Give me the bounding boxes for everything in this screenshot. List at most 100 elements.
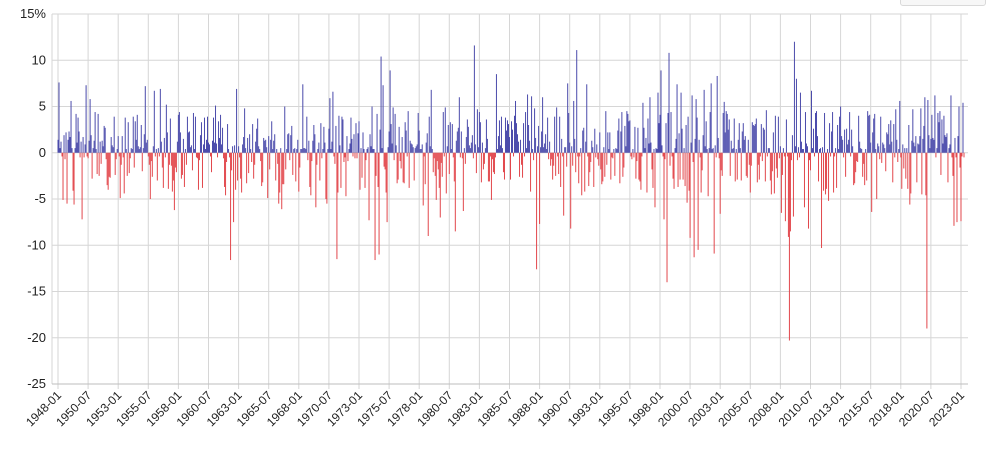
negative-bar xyxy=(434,152,436,176)
negative-bar xyxy=(566,152,568,167)
positive-bar xyxy=(102,146,104,153)
positive-bar xyxy=(417,112,419,153)
negative-bar xyxy=(551,152,553,160)
positive-bar xyxy=(387,147,389,153)
positive-bar xyxy=(294,148,296,153)
positive-bar xyxy=(194,116,196,153)
negative-bar xyxy=(352,152,354,157)
negative-bar xyxy=(692,152,694,162)
positive-bar xyxy=(882,142,884,153)
negative-bar xyxy=(635,152,637,179)
negative-bar xyxy=(170,152,172,166)
positive-bar xyxy=(270,139,272,153)
negative-bar xyxy=(502,152,504,173)
positive-bar xyxy=(542,97,544,153)
positive-bar xyxy=(629,120,631,153)
positive-bar xyxy=(296,149,298,153)
corner-control-edge[interactable] xyxy=(900,0,986,6)
positive-bar xyxy=(920,108,922,153)
negative-bar xyxy=(951,152,953,158)
positive-bar xyxy=(726,113,728,153)
positive-bar xyxy=(531,96,533,153)
negative-bar xyxy=(195,152,197,158)
positive-bar xyxy=(703,89,705,153)
positive-bar xyxy=(712,148,714,153)
negative-bar xyxy=(106,152,108,186)
positive-bar xyxy=(751,122,753,153)
positive-bar xyxy=(714,145,716,153)
negative-bar xyxy=(96,152,98,175)
negative-bar xyxy=(828,152,830,201)
negative-bar xyxy=(780,152,782,213)
positive-bar xyxy=(861,149,863,153)
positive-bar xyxy=(409,140,411,153)
positive-bar xyxy=(592,147,594,153)
negative-bar xyxy=(666,152,668,283)
negative-bar xyxy=(697,152,699,250)
positive-bar xyxy=(467,126,469,153)
positive-bar xyxy=(428,116,430,153)
positive-bar xyxy=(496,149,498,153)
negative-bar xyxy=(321,152,323,159)
positive-bar xyxy=(142,148,144,153)
positive-bar xyxy=(426,133,428,153)
positive-bar xyxy=(80,141,82,153)
negative-bar xyxy=(689,152,691,238)
negative-bar xyxy=(619,152,621,184)
positive-bar xyxy=(67,139,69,153)
positive-bar xyxy=(681,128,683,153)
positive-bar xyxy=(305,149,307,153)
positive-bar xyxy=(485,119,487,153)
positive-bar xyxy=(848,139,850,153)
positive-bar xyxy=(733,118,735,153)
positive-bar xyxy=(763,129,765,153)
positive-bar xyxy=(280,148,282,153)
positive-bar xyxy=(535,137,537,153)
positive-bar xyxy=(444,107,446,153)
positive-bar xyxy=(795,78,797,153)
negative-bar xyxy=(786,152,788,157)
positive-bar xyxy=(204,149,206,153)
negative-bar xyxy=(788,152,790,341)
negative-bar xyxy=(557,152,559,157)
positive-bar xyxy=(767,148,769,153)
negative-bar xyxy=(879,152,881,160)
negative-bar xyxy=(235,152,237,190)
positive-bar xyxy=(561,138,563,153)
positive-bar xyxy=(752,125,754,153)
positive-bar xyxy=(236,88,238,153)
positive-bar xyxy=(303,148,305,153)
positive-bar xyxy=(613,149,615,153)
negative-bar xyxy=(464,152,466,164)
positive-bar xyxy=(318,142,320,153)
positive-bar xyxy=(621,112,623,153)
positive-bar xyxy=(954,137,956,153)
positive-bar xyxy=(819,149,821,153)
positive-bar xyxy=(274,134,276,153)
negative-bar xyxy=(100,152,102,164)
negative-bar xyxy=(600,152,602,170)
negative-bar xyxy=(901,152,903,189)
negative-bar xyxy=(510,152,511,180)
positive-bar xyxy=(643,127,645,153)
negative-bar xyxy=(489,152,491,157)
negative-bar xyxy=(745,152,747,176)
negative-bar xyxy=(237,152,239,181)
positive-bar xyxy=(569,142,571,153)
negative-bar xyxy=(536,152,538,270)
negative-bar xyxy=(406,152,408,157)
negative-bar xyxy=(233,152,235,223)
negative-bar xyxy=(693,152,695,258)
negative-bar xyxy=(435,152,437,200)
positive-bar xyxy=(645,137,647,153)
negative-bar xyxy=(759,152,761,157)
positive-bar xyxy=(765,110,767,153)
negative-bar xyxy=(334,152,336,164)
positive-bar xyxy=(591,140,593,153)
positive-bar xyxy=(744,136,746,153)
negative-bar xyxy=(598,152,600,166)
positive-bar xyxy=(200,122,202,153)
negative-bar xyxy=(577,152,579,157)
positive-bar xyxy=(820,148,822,153)
positive-bar xyxy=(827,149,829,153)
